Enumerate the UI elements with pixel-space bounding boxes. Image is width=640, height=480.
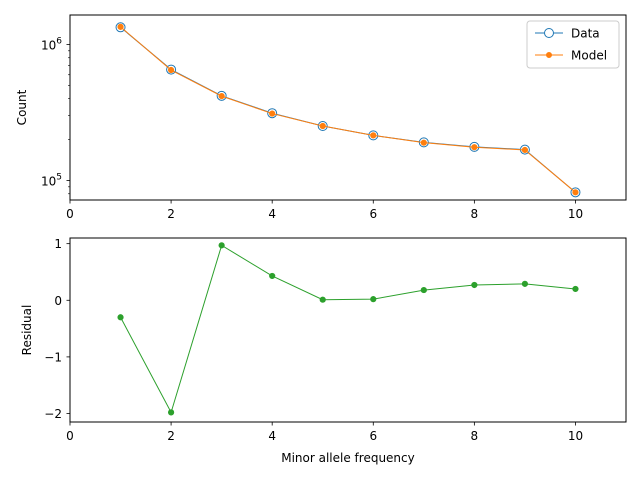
residual-series-0-point [471,281,478,289]
residual-x-tick-label: 8 [471,429,479,443]
residual-x-tick-label: 6 [369,429,377,443]
counts-x-tick-label: 8 [471,207,479,221]
legend-item-model: Model [535,49,607,63]
counts-y-ticks: 105 106 [41,37,70,195]
counts-series-model-point [167,66,175,74]
counts-series-model-point [269,110,276,117]
residual-x-tick-label: 10 [568,429,583,443]
counts-x-tick-label: 10 [568,207,583,221]
counts-series-model-point [572,189,579,196]
residual-series-0-point [319,296,326,303]
residual-y-tick-label: 0 [54,294,62,308]
residual-x-axis-label: Minor allele frequency [281,451,415,465]
legend: Data Model [526,20,620,69]
residual-series-0-point [269,272,276,280]
counts-series-model-line [120,26,576,193]
residual-series-0-point [370,296,377,303]
residual-series-0-point [572,285,579,293]
residual-x-tick-label: 0 [66,429,74,443]
residual-y-tick-label: −1 [44,350,62,364]
counts-y-axis-label: Count [15,89,29,125]
residual-plot-area [69,237,627,423]
counts-series-model-point [521,146,529,154]
residual-x-tick-label: 2 [167,429,175,443]
legend-item-data: Data [535,27,600,41]
residual-y-tick-label: −2 [44,407,62,421]
counts-series-model-point [471,144,478,151]
counts-x-tick-label: 6 [369,207,377,221]
counts-y-tick-label: 105 [41,173,62,189]
residual-series-0-point [521,280,529,287]
legend-data-marker [544,28,554,38]
residual-series [117,242,579,416]
counts-x-tick-label: 4 [268,207,276,221]
counts-series-model-point [370,132,377,139]
residual-series-0-point [167,409,175,416]
residual-y-tick-label: 1 [54,237,62,251]
residual-series-0-point [420,286,427,294]
residual-series-0-point [218,242,225,249]
legend-data-label: Data [571,27,600,41]
legend-model-label: Model [571,49,607,63]
counts-panel: 0 2 4 6 8 10 105 106 Count Data Model [15,14,627,221]
residual-x-ticks: 0 2 4 6 8 10 [66,422,583,443]
counts-series [115,22,581,198]
counts-series-model-point [117,23,124,30]
counts-y-tick-label: 106 [41,37,62,53]
residual-series-0-line [120,244,576,414]
counts-x-tick-label: 2 [167,207,175,221]
residual-series-0-point [117,314,124,321]
counts-series-model-point [319,122,326,130]
residual-y-ticks: −2 −1 0 1 [44,237,70,421]
counts-series-model-point [420,139,427,146]
residual-y-axis-label: Residual [20,305,34,356]
counts-x-tick-label: 0 [66,207,74,221]
counts-x-ticks: 0 2 4 6 8 10 [66,200,583,221]
residual-panel: 0 2 4 6 8 10 −2 −1 0 1 Residual Minor allele fre… [20,237,627,465]
residual-x-tick-label: 4 [268,429,276,443]
counts-series-model-point [218,93,225,100]
legend-model-marker [546,52,553,59]
